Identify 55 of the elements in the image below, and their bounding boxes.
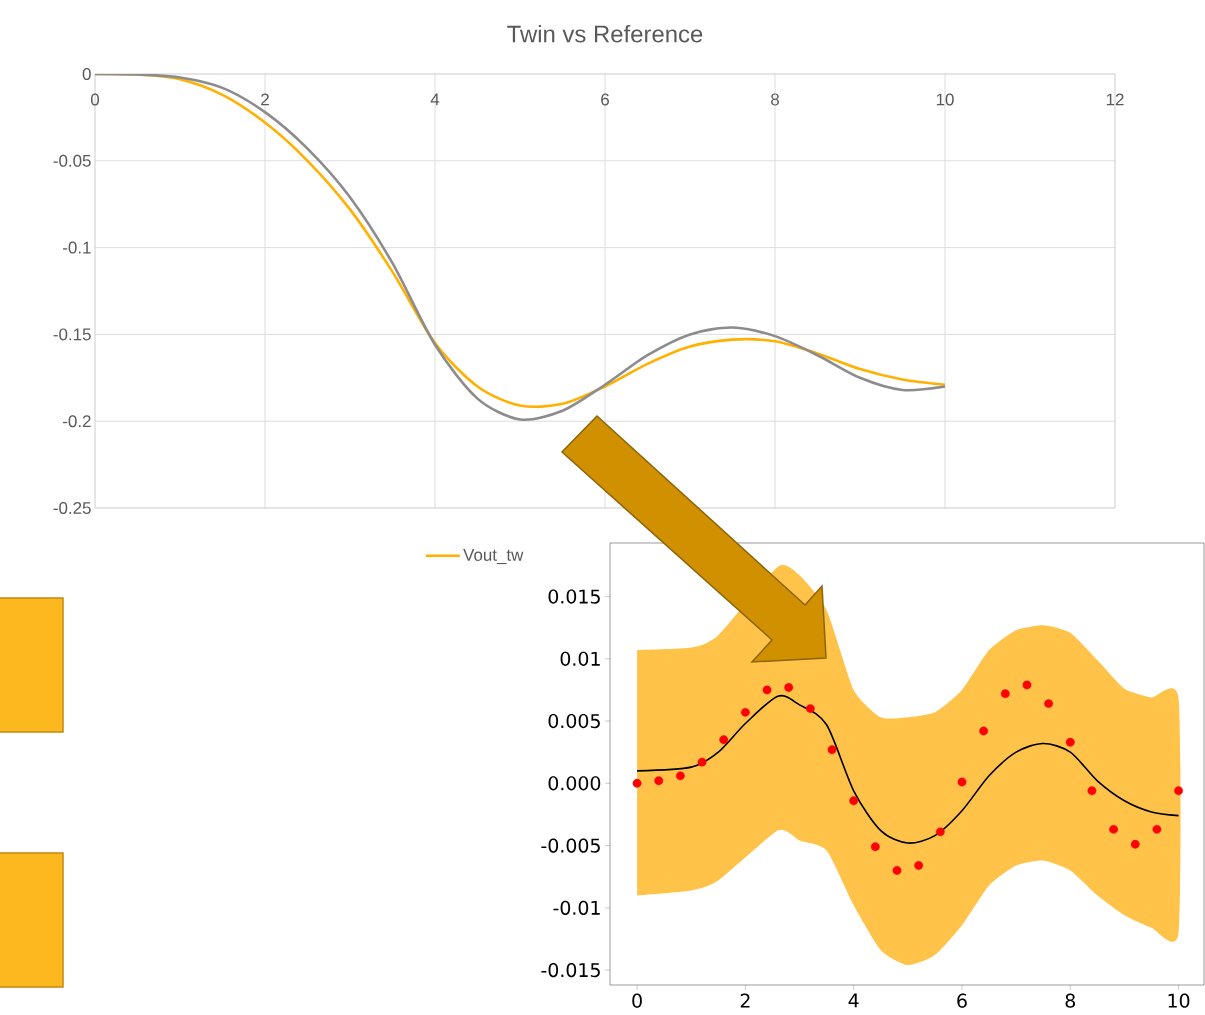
- x-tick-label: 8: [771, 93, 779, 106]
- y-tick-label: -0.015: [541, 962, 600, 978]
- point: [762, 685, 772, 695]
- x-tick-label: 0: [632, 993, 642, 1008]
- point: [740, 707, 750, 717]
- point: [697, 757, 707, 767]
- point: [676, 771, 685, 781]
- point: [935, 827, 945, 837]
- x-tick-label: 10: [936, 93, 954, 106]
- point: [914, 861, 924, 870]
- legend-label: Vout_tw: [463, 549, 524, 565]
- point: [1087, 786, 1097, 796]
- y-tick-label: -0.005: [541, 838, 600, 853]
- point: [892, 866, 902, 875]
- point: [654, 776, 664, 786]
- y-tick-label: -0.15: [53, 328, 91, 341]
- y-tick-label: -0.2: [63, 415, 91, 428]
- x-tick-label: 4: [848, 993, 859, 1008]
- chart-title: Twin vs Reference: [507, 24, 703, 43]
- x-tick-label: 6: [957, 993, 967, 1008]
- point: [1044, 699, 1054, 709]
- y-tick-label: 0: [82, 67, 91, 80]
- point: [1174, 786, 1183, 796]
- point: [719, 735, 729, 745]
- x-tick-label: 0: [90, 93, 100, 106]
- y-tick-label: 0.01: [560, 651, 600, 666]
- point: [1152, 824, 1162, 834]
- y-tick-label: 0.015: [548, 589, 600, 604]
- point: [1109, 824, 1118, 834]
- point: [870, 842, 880, 852]
- y-tick-label: -0.01: [553, 900, 600, 915]
- point: [632, 778, 642, 788]
- point: [849, 796, 859, 806]
- point: [805, 704, 815, 713]
- point: [979, 726, 989, 736]
- y-tick-label: -0.25: [53, 502, 91, 514]
- point: [957, 777, 967, 787]
- x-tick-label: 2: [261, 93, 269, 106]
- x-tick-label: 8: [1065, 993, 1075, 1008]
- x-tick-label: 6: [601, 93, 609, 106]
- x-tick-label: 10: [1168, 993, 1190, 1008]
- point: [1130, 839, 1140, 849]
- y-tick-label: 0.005: [548, 713, 600, 729]
- point: [1000, 689, 1010, 699]
- y-tick-label: 0.000: [548, 776, 601, 791]
- x-tick-label: 2: [740, 993, 750, 1008]
- y-tick-label: -0.05: [53, 154, 91, 167]
- point: [1022, 680, 1032, 690]
- point: [784, 683, 794, 692]
- line-series: [636, 694, 1180, 844]
- point: [827, 745, 837, 755]
- x-tick-label: 12: [1106, 93, 1124, 106]
- y-tick-label: -0.1: [63, 241, 91, 254]
- x-tick-label: 4: [430, 93, 440, 106]
- point: [1065, 737, 1075, 747]
